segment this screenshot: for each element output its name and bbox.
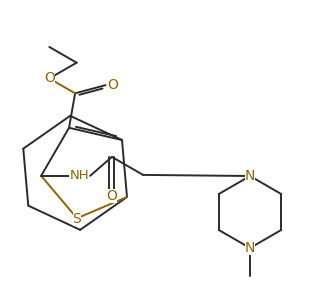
Text: O: O bbox=[106, 189, 117, 203]
Text: N: N bbox=[245, 169, 255, 183]
Text: O: O bbox=[44, 71, 55, 86]
Text: O: O bbox=[107, 78, 118, 92]
Text: NH: NH bbox=[69, 169, 89, 182]
Text: N: N bbox=[245, 241, 255, 255]
Text: S: S bbox=[73, 212, 81, 226]
